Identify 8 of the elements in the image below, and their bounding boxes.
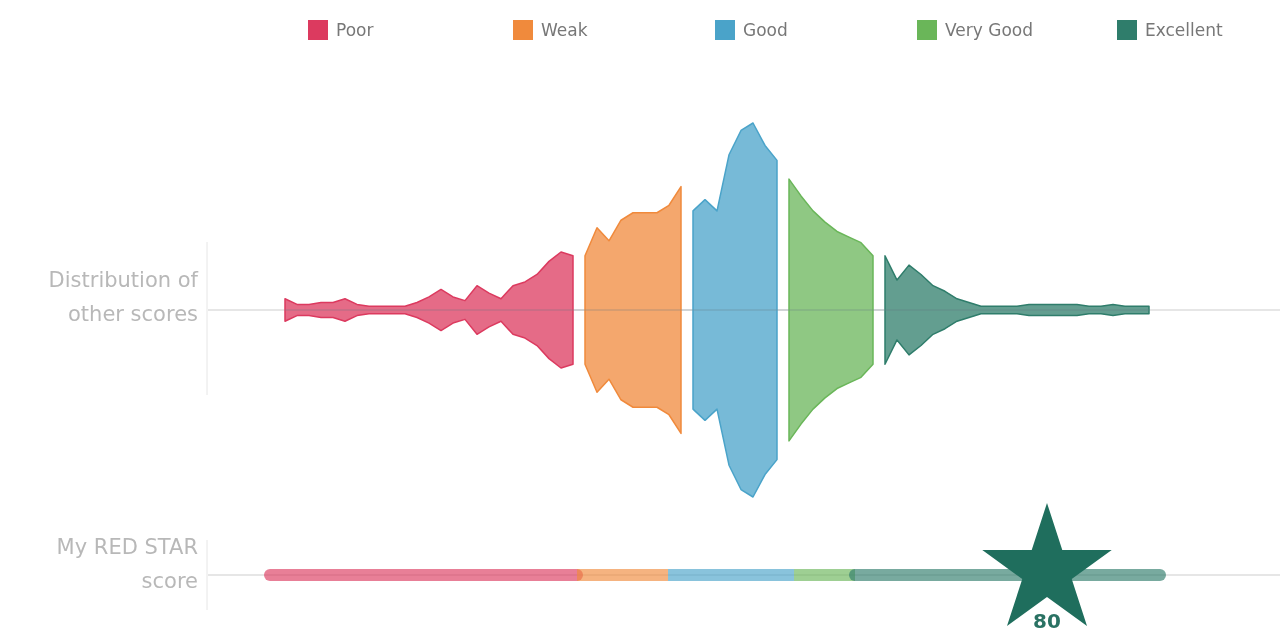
- text: 80: [1033, 609, 1061, 633]
- legend-label: Poor: [336, 20, 374, 40]
- legend-label: Very Good: [945, 20, 1033, 40]
- legend-label: Good: [743, 20, 788, 40]
- y-axis-title: Distribution of other scores: [48, 268, 199, 326]
- legend-label: Excellent: [1145, 20, 1223, 40]
- text: My RED STAR score: [56, 535, 198, 593]
- legend-label: Weak: [541, 20, 588, 40]
